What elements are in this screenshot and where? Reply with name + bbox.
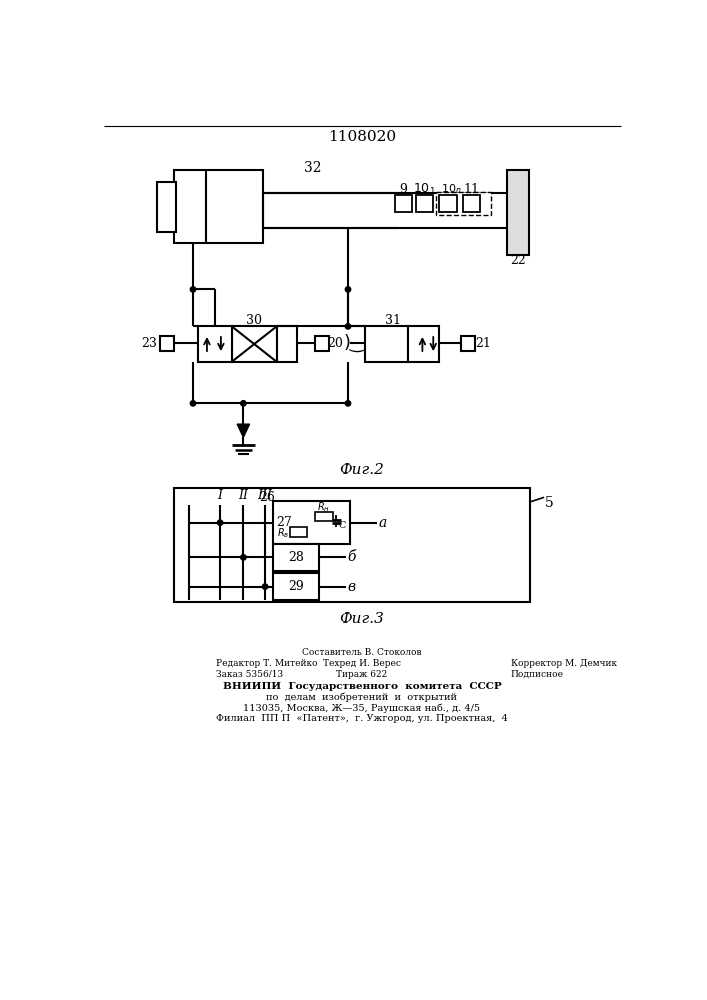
Bar xyxy=(273,501,351,544)
Bar xyxy=(365,326,409,362)
Text: 26: 26 xyxy=(259,491,274,504)
Text: 32: 32 xyxy=(305,161,322,175)
Bar xyxy=(273,544,320,571)
Text: 5: 5 xyxy=(545,496,554,510)
Text: 1108020: 1108020 xyxy=(328,130,396,144)
Bar xyxy=(198,326,232,362)
Text: 21: 21 xyxy=(475,337,491,350)
Text: $R_н$: $R_н$ xyxy=(317,500,329,514)
Bar xyxy=(416,195,433,212)
Polygon shape xyxy=(237,424,250,437)
Text: 28: 28 xyxy=(288,551,304,564)
Bar xyxy=(232,326,276,362)
Text: 31: 31 xyxy=(385,314,401,327)
Text: 11: 11 xyxy=(463,183,479,196)
Circle shape xyxy=(345,401,351,406)
Text: ВНИИПИ  Государственного  комитета  СССР: ВНИИПИ Государственного комитета СССР xyxy=(223,682,501,691)
Text: $10_1$: $10_1$ xyxy=(414,182,436,197)
Bar xyxy=(436,192,491,215)
Text: III: III xyxy=(257,489,273,502)
Circle shape xyxy=(262,584,268,589)
Text: по  делам  изобретений  и  открытий: по делам изобретений и открытий xyxy=(267,693,457,702)
Text: Заказ 5356/13: Заказ 5356/13 xyxy=(216,670,284,679)
Text: C: C xyxy=(339,521,346,530)
Bar xyxy=(174,488,530,602)
Text: Фиг.2: Фиг.2 xyxy=(339,463,385,477)
Text: 27: 27 xyxy=(276,516,291,529)
Circle shape xyxy=(190,287,196,292)
Bar xyxy=(264,194,518,227)
Bar xyxy=(315,336,329,351)
Bar xyxy=(395,195,411,212)
Bar xyxy=(440,195,457,212)
Text: $10_n$: $10_n$ xyxy=(441,182,462,196)
Bar xyxy=(315,512,332,521)
Text: Фиг.3: Фиг.3 xyxy=(339,612,385,626)
Text: Тираж 622: Тираж 622 xyxy=(337,670,387,679)
Text: 20: 20 xyxy=(327,337,344,350)
Text: II: II xyxy=(238,489,248,502)
Text: Корректор М. Демчик: Корректор М. Демчик xyxy=(510,659,617,668)
Bar xyxy=(409,326,440,362)
Text: 22: 22 xyxy=(510,254,525,267)
Bar xyxy=(174,170,263,243)
Text: 23: 23 xyxy=(141,337,158,350)
Text: Техред И. Верес: Техред И. Верес xyxy=(323,659,401,668)
Text: 9: 9 xyxy=(399,183,407,196)
Circle shape xyxy=(345,324,351,329)
Bar xyxy=(462,195,480,212)
Text: Редактор Т. Митейко: Редактор Т. Митейко xyxy=(216,659,317,668)
Circle shape xyxy=(190,401,196,406)
Bar xyxy=(461,336,475,351)
Text: а: а xyxy=(379,516,387,530)
Circle shape xyxy=(345,287,351,292)
Text: Филиал  ПП П  «Патент»,  г. Ужгород, ул. Проектная,  4: Филиал ПП П «Патент», г. Ужгород, ул. Пр… xyxy=(216,714,508,723)
Text: 29: 29 xyxy=(288,580,304,593)
Bar xyxy=(290,527,307,537)
Circle shape xyxy=(240,401,246,406)
Bar xyxy=(507,170,529,255)
Bar xyxy=(276,326,297,362)
Bar xyxy=(273,573,320,600)
Text: I: I xyxy=(218,489,223,502)
Text: 30: 30 xyxy=(246,314,262,327)
Circle shape xyxy=(218,520,223,525)
Bar xyxy=(160,336,175,351)
Text: в: в xyxy=(348,580,356,594)
Bar xyxy=(156,182,176,232)
Circle shape xyxy=(240,555,246,560)
Text: б: б xyxy=(348,550,356,564)
Text: Составитель В. Стоколов: Составитель В. Стоколов xyxy=(302,648,421,657)
Text: )‿: )‿ xyxy=(344,334,365,352)
Text: $R_в$: $R_в$ xyxy=(277,527,290,540)
Text: Подписное: Подписное xyxy=(510,670,563,679)
Text: 113035, Москва, Ж—35, Раушская наб., д. 4/5: 113035, Москва, Ж—35, Раушская наб., д. … xyxy=(243,704,481,713)
